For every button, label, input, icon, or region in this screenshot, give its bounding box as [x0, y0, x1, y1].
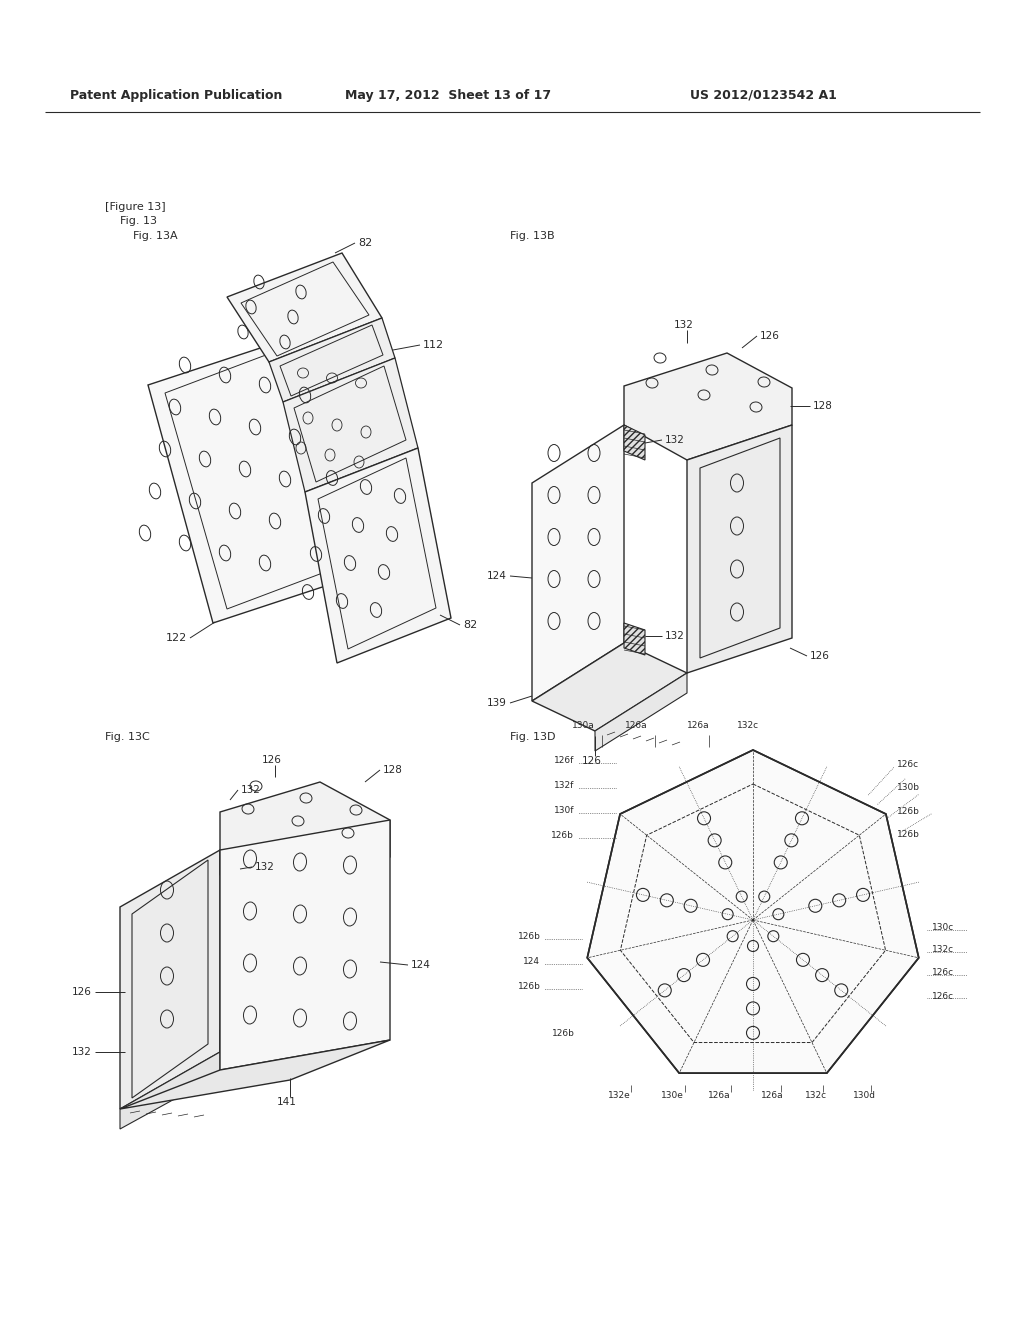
Text: 130e: 130e — [662, 1090, 684, 1100]
Polygon shape — [220, 820, 390, 1071]
Text: Fig. 13A: Fig. 13A — [133, 231, 177, 242]
Polygon shape — [532, 425, 624, 701]
Text: 132f: 132f — [554, 781, 574, 791]
Text: 126: 126 — [582, 756, 602, 766]
Polygon shape — [120, 1040, 390, 1109]
Text: 126: 126 — [262, 755, 282, 766]
Text: 132: 132 — [674, 319, 694, 330]
Text: Fig. 13: Fig. 13 — [120, 216, 157, 226]
Polygon shape — [687, 425, 792, 673]
Text: 126: 126 — [810, 651, 829, 661]
Polygon shape — [120, 850, 220, 1109]
Text: 130c: 130c — [932, 923, 953, 932]
Polygon shape — [624, 623, 645, 655]
Text: 132: 132 — [241, 785, 261, 795]
Polygon shape — [220, 850, 240, 884]
Text: Fig. 13D: Fig. 13D — [510, 733, 555, 742]
Text: 126c: 126c — [932, 968, 953, 977]
Text: 141: 141 — [278, 1097, 297, 1107]
Text: 126: 126 — [72, 987, 92, 997]
Text: 132e: 132e — [608, 1090, 631, 1100]
Text: 112: 112 — [423, 341, 444, 350]
Text: 126b: 126b — [517, 932, 541, 941]
Polygon shape — [532, 643, 687, 731]
Text: 132: 132 — [665, 631, 685, 642]
Polygon shape — [624, 352, 792, 459]
Text: US 2012/0123542 A1: US 2012/0123542 A1 — [690, 88, 837, 102]
Text: Fig. 13C: Fig. 13C — [105, 733, 150, 742]
Text: 122: 122 — [166, 634, 187, 643]
Polygon shape — [120, 1052, 220, 1129]
Text: 82: 82 — [463, 620, 477, 630]
Text: 82: 82 — [358, 238, 373, 248]
Text: 126b: 126b — [551, 832, 574, 841]
Text: 128: 128 — [813, 401, 833, 411]
Text: 132c: 132c — [932, 945, 953, 954]
Text: 126a: 126a — [708, 1090, 731, 1100]
Text: 126c: 126c — [897, 759, 920, 768]
Polygon shape — [587, 750, 919, 1073]
Text: 130a: 130a — [571, 721, 594, 730]
Text: 126a: 126a — [686, 721, 710, 730]
Text: 124: 124 — [487, 572, 507, 581]
Text: Patent Application Publication: Patent Application Publication — [70, 88, 283, 102]
Text: 132c: 132c — [736, 721, 759, 730]
Text: 130d: 130d — [853, 1090, 876, 1100]
Polygon shape — [269, 318, 395, 403]
Text: 128: 128 — [383, 766, 402, 775]
Text: 126: 126 — [760, 331, 780, 341]
Text: 126f: 126f — [554, 756, 574, 766]
Text: 139: 139 — [487, 698, 507, 708]
Text: 132: 132 — [255, 862, 274, 873]
Text: 126c: 126c — [932, 993, 953, 1001]
Text: 126b: 126b — [552, 1030, 575, 1039]
Polygon shape — [595, 673, 687, 751]
Text: 126a: 126a — [761, 1090, 783, 1100]
Text: 132: 132 — [665, 436, 685, 445]
Text: Fig. 13B: Fig. 13B — [510, 231, 555, 242]
Polygon shape — [283, 358, 418, 492]
Text: 130b: 130b — [897, 783, 921, 792]
Text: 126b: 126b — [517, 982, 541, 991]
Polygon shape — [305, 447, 451, 663]
Text: 130f: 130f — [554, 807, 574, 816]
Text: 124: 124 — [523, 957, 541, 966]
Text: 126a: 126a — [625, 721, 647, 730]
Text: [Figure 13]: [Figure 13] — [105, 202, 166, 213]
Polygon shape — [220, 781, 390, 887]
Text: 124: 124 — [411, 960, 431, 970]
Text: 132: 132 — [72, 1047, 92, 1057]
Polygon shape — [227, 253, 382, 362]
Text: 126b: 126b — [897, 829, 920, 838]
Text: 132c: 132c — [805, 1090, 827, 1100]
Polygon shape — [220, 1030, 240, 1063]
Polygon shape — [148, 330, 380, 623]
Text: May 17, 2012  Sheet 13 of 17: May 17, 2012 Sheet 13 of 17 — [345, 88, 551, 102]
Polygon shape — [624, 425, 645, 459]
Text: 126b: 126b — [897, 807, 920, 816]
